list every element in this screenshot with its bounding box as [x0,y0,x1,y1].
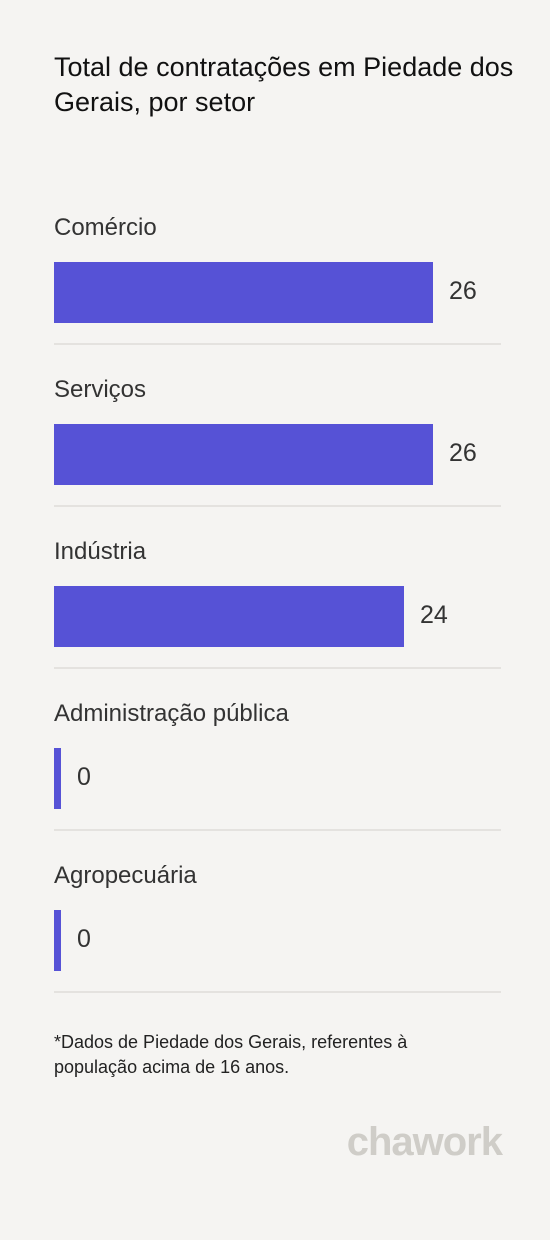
value-label: 0 [77,925,91,953]
bar-row: Comércio 26 [54,210,501,372]
bar [54,910,61,971]
chart-title: Total de contratações em Piedade dos Ger… [54,52,514,117]
category-label: Agropecuária [54,862,197,889]
row-divider [54,829,501,831]
value-label: 24 [420,601,448,629]
bar-row: Agropecuária 0 [54,858,501,1020]
category-label: Indústria [54,538,147,565]
value-label: 26 [449,277,477,305]
category-label: Serviços [54,376,147,403]
value-label: 0 [77,763,91,791]
row-divider [54,343,501,345]
bar-chart: Comércio 26 Serviços 26 Indústria 24 Administr… [54,210,501,1020]
bar-row: Administração pública 0 [54,696,501,858]
bar-row: Serviços 26 [54,372,501,534]
row-divider [54,991,501,993]
bar [54,586,404,647]
bar [54,424,433,485]
category-label: Administração pública [54,700,289,727]
row-divider [54,505,501,507]
bar [54,748,61,809]
bar-row: Indústria 24 [54,534,501,696]
row-divider [54,667,501,669]
value-label: 26 [449,439,477,467]
bar [54,262,433,323]
category-label: Comércio [54,214,157,241]
footnote: *Dados de Piedade dos Gerais, referentes… [54,1032,408,1077]
brand-logo: chawork [346,1120,503,1164]
